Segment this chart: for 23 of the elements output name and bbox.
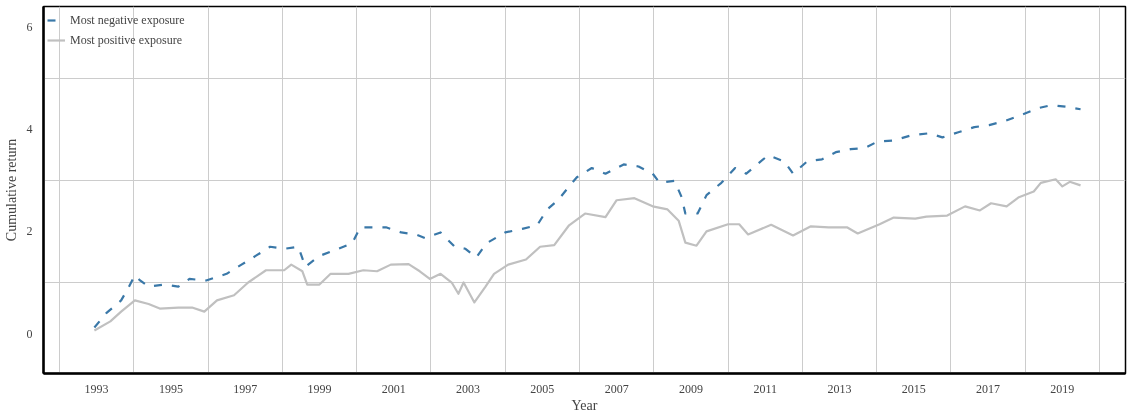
x-tick-label: 2007 <box>604 381 629 396</box>
x-tick-label: 2011 <box>753 381 777 396</box>
line-series <box>93 104 1082 329</box>
y-tick-label: 4 <box>26 122 33 137</box>
x-tick-label: 2001 <box>381 381 406 396</box>
y-axis-title: Cumulative return <box>3 138 19 242</box>
x-tick-label: 1993 <box>84 381 109 396</box>
y-tick-label: 2 <box>26 224 33 239</box>
x-tick-label: 1999 <box>307 381 332 396</box>
y-tick-label: 0 <box>26 326 33 341</box>
y-tick-label: 6 <box>26 19 33 34</box>
x-tick-label: 2013 <box>827 381 852 396</box>
x-tick-label: 1995 <box>158 381 183 396</box>
legend-label: Most positive exposure <box>70 32 182 48</box>
x-axis-title: Year <box>571 397 598 413</box>
legend-label: Most negative exposure <box>70 12 185 28</box>
x-tick-label: 2005 <box>530 381 555 396</box>
x-tick-label: 2003 <box>456 381 481 396</box>
x-tick-label: 2017 <box>976 381 1001 396</box>
x-tick-label: 2019 <box>1050 381 1075 396</box>
x-tick-label: 2015 <box>901 381 926 396</box>
x-tick-label: 1997 <box>233 381 258 396</box>
x-tick-label: 2009 <box>678 381 703 396</box>
